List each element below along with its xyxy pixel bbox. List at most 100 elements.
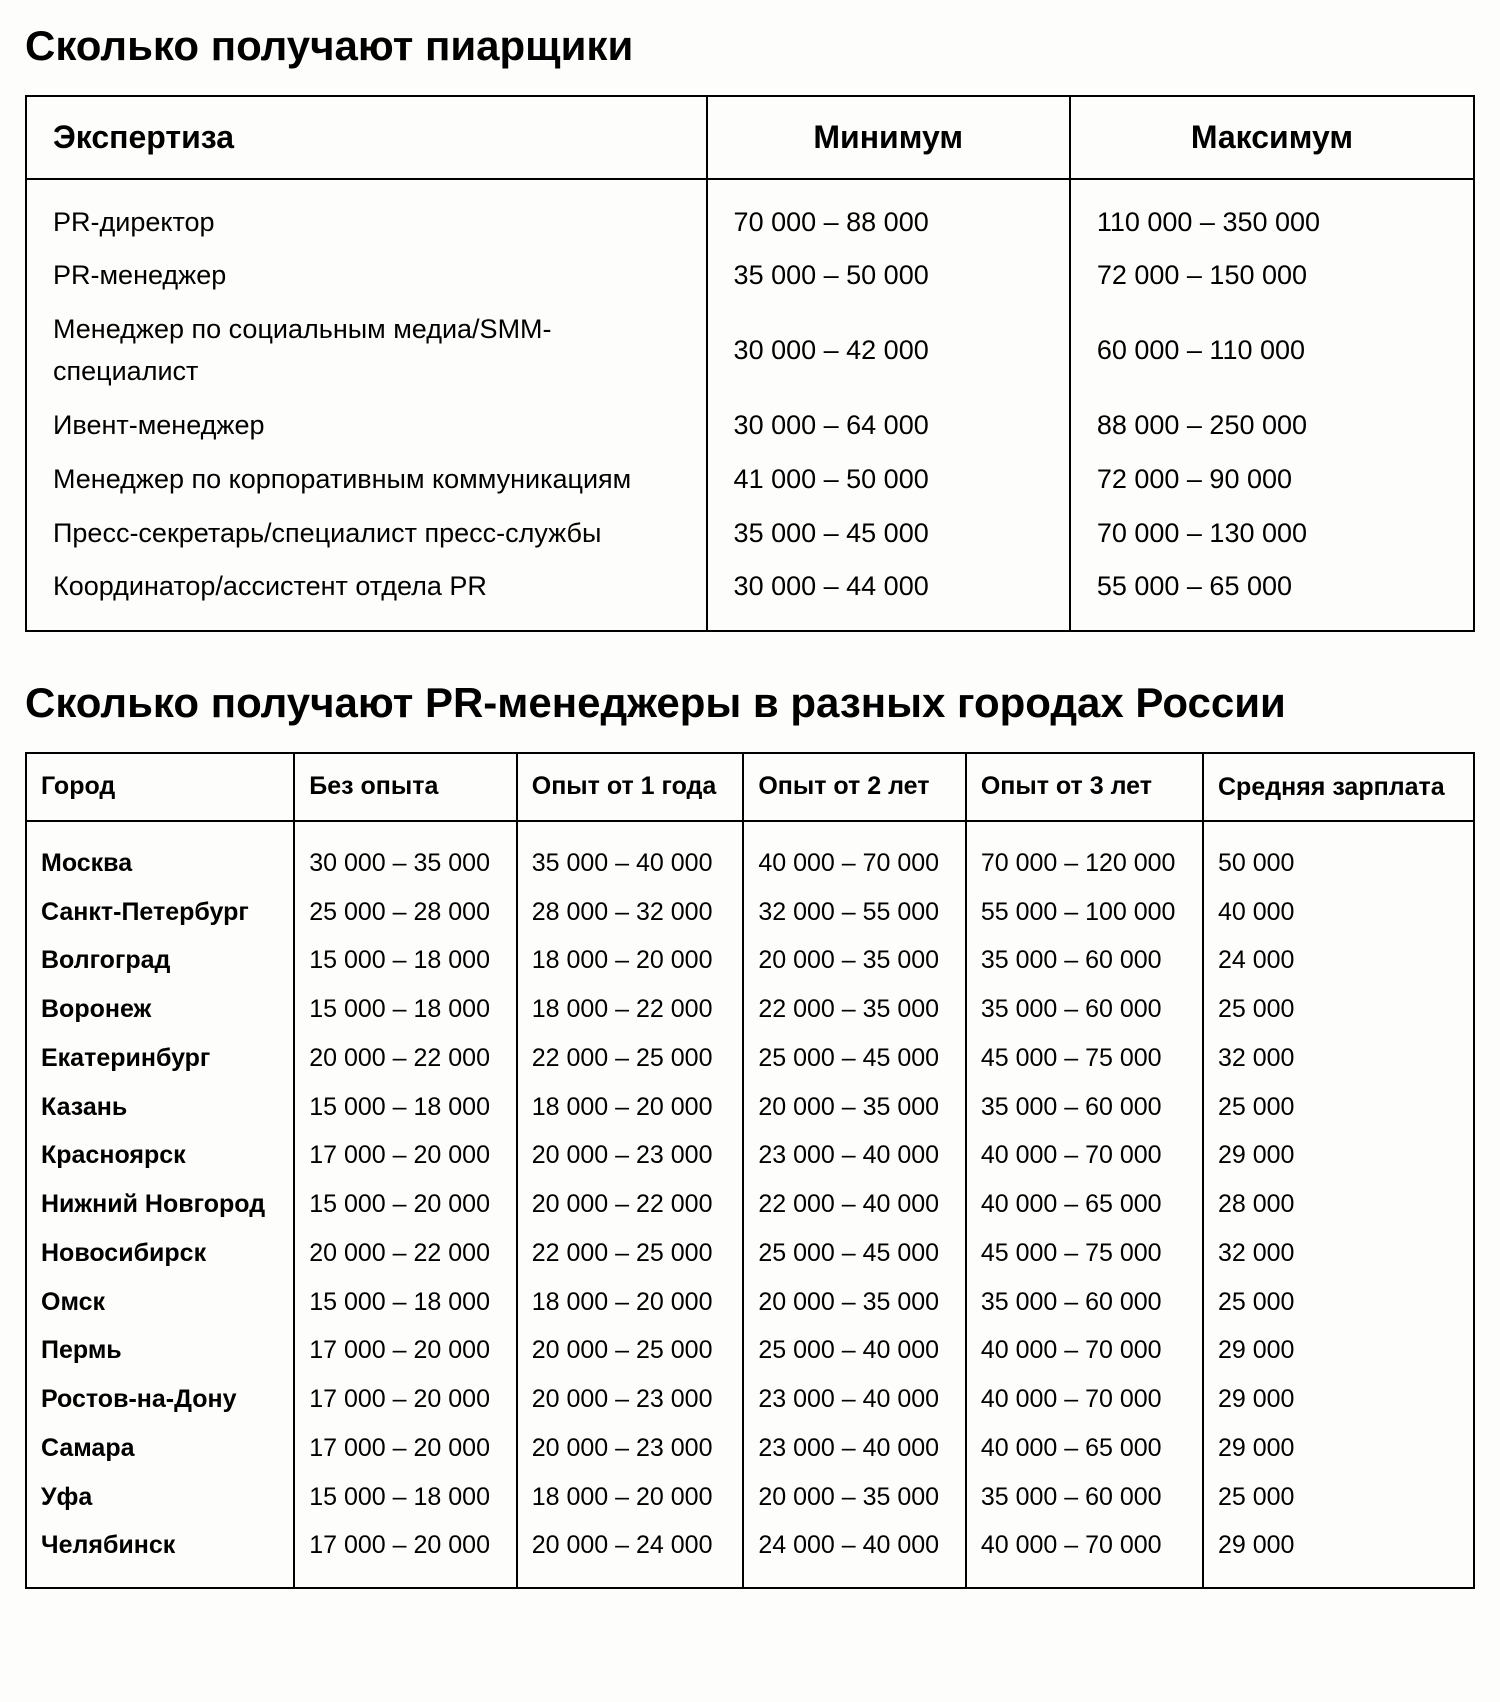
table-row: Новосибирск20 000 – 22 00022 000 – 25 00… — [26, 1229, 1474, 1278]
table-row: Ивент-менеджер30 000 – 64 00088 000 – 25… — [26, 399, 1474, 453]
table-cell: Казань — [26, 1083, 294, 1132]
table-row: Пресс-секретарь/специалист пресс-службы3… — [26, 507, 1474, 561]
table-row: Екатеринбург20 000 – 22 00022 000 – 25 0… — [26, 1034, 1474, 1083]
table-cell: 29 000 — [1203, 1375, 1474, 1424]
table-row: Омск15 000 – 18 00018 000 – 20 00020 000… — [26, 1278, 1474, 1327]
table-cell: 20 000 – 23 000 — [517, 1424, 744, 1473]
table-cell: 15 000 – 18 000 — [294, 936, 517, 985]
table-cell: Санкт-Петербург — [26, 888, 294, 937]
col-header-city: Город — [26, 753, 294, 821]
table-cell: 25 000 — [1203, 1278, 1474, 1327]
table-cell: 40 000 – 65 000 — [966, 1424, 1203, 1473]
table-cell: 40 000 — [1203, 888, 1474, 937]
table-cell: Самара — [26, 1424, 294, 1473]
table-cell: 25 000 — [1203, 1083, 1474, 1132]
table-cell: 25 000 – 40 000 — [743, 1326, 966, 1375]
table-cell: 29 000 — [1203, 1424, 1474, 1473]
table-row: Челябинск17 000 – 20 00020 000 – 24 0002… — [26, 1521, 1474, 1588]
table-cell: Нижний Новгород — [26, 1180, 294, 1229]
table-cell: 70 000 – 120 000 — [966, 821, 1203, 888]
table-cell: Волгоград — [26, 936, 294, 985]
table-cell: 45 000 – 75 000 — [966, 1034, 1203, 1083]
table-row: Казань15 000 – 18 00018 000 – 20 00020 0… — [26, 1083, 1474, 1132]
table-cell: 22 000 – 35 000 — [743, 985, 966, 1034]
table-row: Менеджер по корпоративным коммуникациям4… — [26, 453, 1474, 507]
table-cell: Красноярск — [26, 1131, 294, 1180]
table-cell: 35 000 – 60 000 — [966, 1278, 1203, 1327]
table-row: Санкт-Петербург25 000 – 28 00028 000 – 3… — [26, 888, 1474, 937]
table-row: Волгоград15 000 – 18 00018 000 – 20 0002… — [26, 936, 1474, 985]
table-cell: 28 000 – 32 000 — [517, 888, 744, 937]
table-cell: Координатор/ассистент отдела PR — [26, 560, 707, 631]
table-cell: 18 000 – 20 000 — [517, 1473, 744, 1522]
salary-by-city-table: Город Без опыта Опыт от 1 года Опыт от 2… — [25, 752, 1475, 1589]
table-cell: 24 000 – 40 000 — [743, 1521, 966, 1588]
table-cell: 40 000 – 70 000 — [966, 1131, 1203, 1180]
table-cell: 20 000 – 25 000 — [517, 1326, 744, 1375]
table-header-row: Экспертиза Минимум Максимум — [26, 96, 1474, 179]
table-cell: 22 000 – 40 000 — [743, 1180, 966, 1229]
table-cell: 88 000 – 250 000 — [1070, 399, 1474, 453]
table-cell: 25 000 — [1203, 1473, 1474, 1522]
table-cell: 40 000 – 70 000 — [966, 1326, 1203, 1375]
table-cell: 17 000 – 20 000 — [294, 1521, 517, 1588]
table-row: Пермь17 000 – 20 00020 000 – 25 00025 00… — [26, 1326, 1474, 1375]
table-cell: Ивент-менеджер — [26, 399, 707, 453]
table-cell: 25 000 — [1203, 985, 1474, 1034]
table-row: Ростов-на-Дону17 000 – 20 00020 000 – 23… — [26, 1375, 1474, 1424]
table-row: PR-менеджер35 000 – 50 00072 000 – 150 0… — [26, 249, 1474, 303]
table-cell: 40 000 – 70 000 — [966, 1521, 1203, 1588]
table-cell: 17 000 – 20 000 — [294, 1326, 517, 1375]
table-cell: 17 000 – 20 000 — [294, 1375, 517, 1424]
col-header-2yr: Опыт от 2 лет — [743, 753, 966, 821]
table-cell: 20 000 – 35 000 — [743, 936, 966, 985]
table-cell: 35 000 – 60 000 — [966, 1473, 1203, 1522]
table-row: Воронеж15 000 – 18 00018 000 – 22 00022 … — [26, 985, 1474, 1034]
table-cell: 17 000 – 20 000 — [294, 1131, 517, 1180]
table-cell: 55 000 – 100 000 — [966, 888, 1203, 937]
col-header-3yr: Опыт от 3 лет — [966, 753, 1203, 821]
table-cell: 17 000 – 20 000 — [294, 1424, 517, 1473]
table-row: Координатор/ассистент отдела PR30 000 – … — [26, 560, 1474, 631]
table-cell: 32 000 — [1203, 1229, 1474, 1278]
section1-title: Сколько получают пиарщики — [25, 20, 1475, 73]
table-cell: 20 000 – 23 000 — [517, 1375, 744, 1424]
table-cell: 35 000 – 60 000 — [966, 1083, 1203, 1132]
table-row: PR-директор70 000 – 88 000110 000 – 350 … — [26, 179, 1474, 250]
col-header-expertise: Экспертиза — [26, 96, 707, 179]
table-cell: 50 000 — [1203, 821, 1474, 888]
table-cell: 45 000 – 75 000 — [966, 1229, 1203, 1278]
table-cell: 32 000 — [1203, 1034, 1474, 1083]
table-cell: 60 000 – 110 000 — [1070, 303, 1474, 399]
table-cell: PR-директор — [26, 179, 707, 250]
table-cell: 23 000 – 40 000 — [743, 1131, 966, 1180]
table-cell: 20 000 – 35 000 — [743, 1278, 966, 1327]
table-cell: 35 000 – 40 000 — [517, 821, 744, 888]
table-cell: 29 000 — [1203, 1131, 1474, 1180]
table-cell: 70 000 – 130 000 — [1070, 507, 1474, 561]
table-cell: 70 000 – 88 000 — [707, 179, 1070, 250]
table-cell: Пресс-секретарь/специалист пресс-службы — [26, 507, 707, 561]
table-cell: Уфа — [26, 1473, 294, 1522]
table-cell: 28 000 — [1203, 1180, 1474, 1229]
table-cell: 35 000 – 60 000 — [966, 985, 1203, 1034]
table-cell: 15 000 – 18 000 — [294, 1278, 517, 1327]
table-cell: 25 000 – 45 000 — [743, 1034, 966, 1083]
section2-title: Сколько получают PR-менеджеры в разных г… — [25, 677, 1475, 730]
table-cell: 15 000 – 18 000 — [294, 1083, 517, 1132]
table-cell: 18 000 – 22 000 — [517, 985, 744, 1034]
table-row: Менеджер по социальным медиа/SMM-специал… — [26, 303, 1474, 399]
table-cell: 35 000 – 50 000 — [707, 249, 1070, 303]
table-cell: 30 000 – 44 000 — [707, 560, 1070, 631]
table-cell: 25 000 – 45 000 — [743, 1229, 966, 1278]
table-cell: 30 000 – 42 000 — [707, 303, 1070, 399]
table-cell: Челябинск — [26, 1521, 294, 1588]
col-header-noexp: Без опыта — [294, 753, 517, 821]
table-cell: 22 000 – 25 000 — [517, 1034, 744, 1083]
table-cell: 22 000 – 25 000 — [517, 1229, 744, 1278]
table-cell: Менеджер по социальным медиа/SMM-специал… — [26, 303, 707, 399]
table-cell: 35 000 – 45 000 — [707, 507, 1070, 561]
table-cell: 40 000 – 70 000 — [743, 821, 966, 888]
table-cell: Менеджер по корпоративным коммуникациям — [26, 453, 707, 507]
col-header-max: Максимум — [1070, 96, 1474, 179]
